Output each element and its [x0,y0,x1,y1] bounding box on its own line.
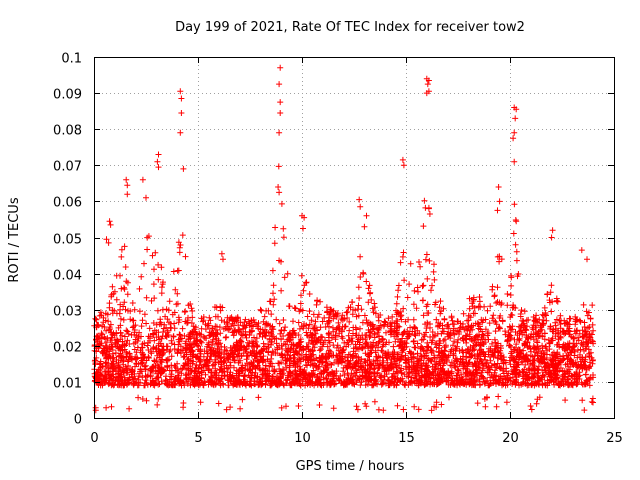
x-axis-label: GPS time / hours [296,459,405,474]
y-tick-label: 0.03 [53,305,82,320]
y-tick-label: 0.1 [61,52,82,67]
y-tick-labels: 0 0.01 0.02 0.03 0.04 0.05 0.06 0.07 0.08 0.09 0.1 [53,52,82,428]
y-tick-label: 0.08 [53,124,82,139]
x-tick-label: 0 [90,431,98,446]
y-tick-label: 0.07 [53,160,82,175]
x-tick-labels: 0 5 10 15 20 25 [90,431,622,446]
axis-ticks [94,57,615,419]
y-tick-label: 0.09 [53,88,82,103]
y-tick-label: 0.05 [53,233,82,248]
y-axis-label: ROTI / TECUs [7,197,22,282]
chart-title: Day 199 of 2021, Rate Of TEC Index for r… [175,20,525,35]
y-tick-label: 0.06 [53,196,82,211]
y-tick-label: 0.04 [53,269,82,284]
y-tick-label: 0.01 [53,377,82,392]
x-tick-label: 10 [294,431,311,446]
y-tick-label: 0.02 [53,341,82,356]
data-points [91,64,597,414]
y-tick-label: 0 [74,413,82,428]
x-tick-label: 15 [398,431,415,446]
x-tick-label: 5 [194,431,202,446]
x-tick-label: 25 [606,431,623,446]
roti-point-markers [91,64,597,414]
x-tick-label: 20 [502,431,519,446]
